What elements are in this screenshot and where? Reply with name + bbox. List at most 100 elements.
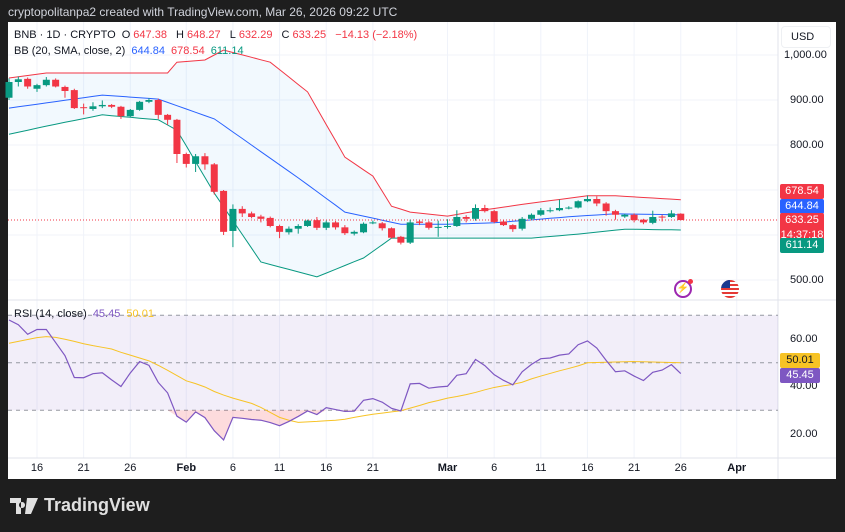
candle-body	[434, 226, 442, 228]
rsi-tick: 40.00	[790, 380, 818, 392]
price-tick: 1,000.00	[784, 49, 827, 61]
high-value: 648.27	[186, 29, 221, 41]
candle-body	[481, 208, 489, 212]
candle-body	[322, 222, 330, 228]
candle-body	[164, 114, 172, 120]
candle-body	[388, 228, 396, 238]
candle-body	[24, 78, 32, 87]
candle-body	[621, 214, 629, 217]
price-tick: 800.00	[790, 139, 824, 151]
date-tick: Feb	[176, 462, 197, 474]
candle-body	[341, 227, 349, 234]
change-value: −14.13 (−2.18%)	[335, 29, 418, 41]
lightning-icon[interactable]: ⚡	[674, 279, 693, 298]
open-value: 647.38	[133, 29, 167, 41]
candle-body	[14, 79, 22, 82]
rsi-ma-value: 50.01	[126, 308, 154, 320]
candle-body	[649, 217, 657, 223]
date-tick: 11	[273, 462, 286, 474]
rsi-line	[8, 319, 682, 441]
candle-body	[108, 104, 116, 107]
candle-body	[117, 106, 125, 117]
rsi-legend: RSI (14, close) 45.45 50.01	[14, 308, 157, 320]
rsi-ma-line	[8, 336, 681, 423]
date-tick: 11	[535, 462, 547, 474]
candle-body	[658, 216, 666, 218]
date-tick: 21	[627, 462, 641, 474]
candle-body	[444, 226, 452, 227]
candle-body	[98, 104, 106, 107]
date-tick: Mar	[437, 462, 458, 474]
candle-body	[369, 222, 377, 224]
open-label: O	[121, 29, 131, 41]
candle-body	[201, 156, 209, 165]
candle-body	[313, 220, 321, 228]
candle-body	[378, 223, 386, 229]
candle-body	[238, 208, 246, 214]
bb-lower-price-label: 611.14	[780, 238, 824, 253]
candle-body	[210, 164, 218, 192]
candle-body	[602, 203, 610, 212]
us-flag-icon[interactable]	[721, 280, 739, 298]
candle-body	[182, 154, 190, 164]
date-tick: 6	[491, 462, 498, 474]
candle-body	[630, 214, 638, 221]
candle-body	[145, 100, 153, 102]
candle-body	[406, 222, 414, 243]
date-tick: 16	[30, 462, 44, 474]
candle-body	[332, 222, 340, 228]
tradingview-logo-icon	[10, 497, 38, 514]
candle-body	[5, 82, 13, 98]
candle-body	[294, 226, 302, 229]
date-tick: 6	[229, 462, 236, 474]
candle-body	[639, 219, 647, 223]
candle-body	[350, 231, 358, 234]
candle-body	[416, 221, 424, 223]
candle-body	[574, 201, 582, 208]
candle-body	[453, 217, 461, 226]
currency-button[interactable]: USD	[781, 26, 831, 48]
candle-body	[527, 214, 535, 219]
candle-body	[546, 210, 554, 212]
date-tick: 26	[124, 462, 137, 474]
rsi-label[interactable]: RSI (14, close)	[14, 308, 87, 320]
candle-body	[192, 156, 200, 164]
last-price: 633.25	[785, 214, 819, 226]
tradingview-logo[interactable]: TradingView	[10, 495, 150, 516]
candle-body	[285, 228, 293, 233]
candle-body	[248, 213, 256, 217]
bb-legend: BB (20, SMA, close, 2) 644.84 678.54 611…	[14, 45, 247, 57]
candle-body	[518, 218, 526, 229]
date-tick: 16	[581, 462, 594, 474]
date-tick: 21	[77, 462, 90, 474]
candle-body	[667, 213, 675, 217]
date-tick: 21	[366, 462, 379, 474]
symbol-name[interactable]: BNB · 1D · CRYPTO	[14, 29, 116, 41]
snapshot-caption: cryptopolitanpa2 created with TradingVie…	[8, 5, 398, 19]
bb-basis-line	[8, 94, 681, 225]
candle-body	[136, 101, 144, 110]
candle-body	[173, 119, 181, 154]
candle-body	[537, 210, 545, 215]
candle-body	[360, 223, 368, 233]
candle-body	[229, 208, 237, 231]
candle-body	[70, 90, 78, 109]
candle-body	[276, 226, 284, 232]
bb-lower-value: 611.14	[210, 45, 244, 57]
low-value: 632.29	[238, 29, 273, 41]
bb-basis-value: 644.84	[131, 45, 165, 57]
candle-body	[89, 106, 97, 109]
close-label: C	[281, 29, 290, 41]
candle-body	[565, 207, 573, 209]
candle-body	[490, 211, 498, 222]
candle-body	[266, 217, 274, 226]
candle-body	[593, 199, 601, 204]
candle-body	[677, 213, 685, 221]
bb-label[interactable]: BB (20, SMA, close, 2)	[14, 45, 126, 57]
candle-body	[126, 109, 134, 117]
bb-basis-price-label: 644.84	[780, 199, 824, 214]
rsi-ma-price-label: 50.01	[780, 353, 820, 368]
candle-body	[583, 199, 591, 202]
